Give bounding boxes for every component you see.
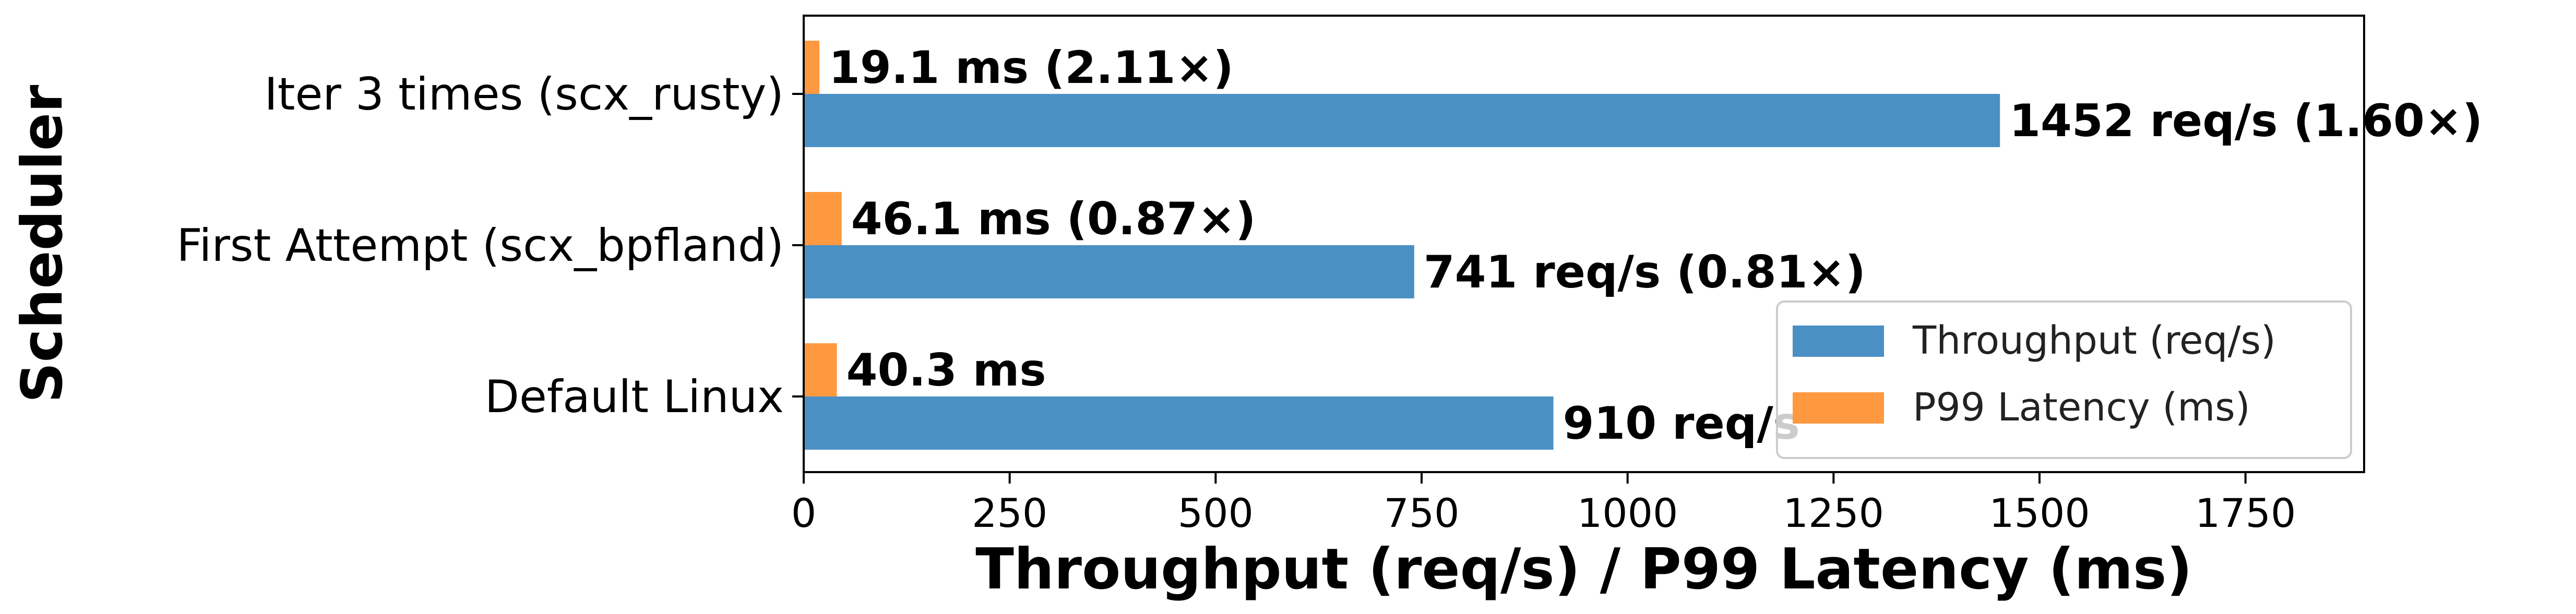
legend-swatch-latency <box>1793 392 1884 424</box>
data-label-latency-first-attempt-scx-bpfland: 46.1 ms (0.87×) <box>851 193 1256 245</box>
data-label-throughput-first-attempt-scx-bpfland: 741 req/s (0.81×) <box>1424 246 1866 298</box>
bar-throughput-default-linux <box>804 396 1554 450</box>
data-label-throughput-iter-3-times-scx-rusty: 1452 req/s (1.60×) <box>2009 95 2483 147</box>
legend-box <box>1776 300 2352 459</box>
plot-area-frame <box>803 15 2365 473</box>
bar-throughput-first-attempt-scx-bpfland <box>804 245 1414 298</box>
data-label-latency-iter-3-times-scx-rusty: 19.1 ms (2.11×) <box>829 42 1234 94</box>
data-label-latency-default-linux: 40.3 ms <box>846 344 1046 396</box>
y-category-label-first-attempt-scx-bpfland: First Attempt (scx_bpfland) <box>176 220 784 272</box>
y-category-label-iter-3-times-scx-rusty: Iter 3 times (scx_rusty) <box>264 68 784 121</box>
x-tick-label-1750: 1750 <box>2195 490 2296 536</box>
legend-label-throughput: Throughput (req/s) <box>1912 318 2276 363</box>
legend-swatch-throughput <box>1793 326 1884 357</box>
x-tick-label-500: 500 <box>1178 490 1254 536</box>
x-tick-label-1250: 1250 <box>1783 490 1884 536</box>
bar-latency-iter-3-times-scx-rusty <box>804 41 820 94</box>
y-axis-title: Scheduler <box>10 85 75 403</box>
bars-group <box>804 41 2000 450</box>
x-tick-label-1500: 1500 <box>1989 490 2090 536</box>
bar-throughput-iter-3-times-scx-rusty <box>804 94 2000 147</box>
x-tick-label-1000: 1000 <box>1577 490 1678 536</box>
x-axis-ticks: 0 250 500 750 1000 1250 1500 1750 <box>791 472 2296 536</box>
data-labels-group: 910 req/s 40.3 ms 741 req/s (0.81×) 46.1 ms… <box>829 42 2483 450</box>
x-tick-label-250: 250 <box>972 490 1047 536</box>
x-tick-label-0: 0 <box>791 490 816 536</box>
y-category-label-default-linux: Default Linux <box>485 371 784 423</box>
data-label-throughput-default-linux: 910 req/s <box>1563 398 1800 450</box>
bar-latency-default-linux <box>804 343 837 396</box>
legend-label-latency: P99 Latency (ms) <box>1913 385 2250 430</box>
x-axis-title: Throughput (req/s) / P99 Latency (ms) <box>975 537 2192 602</box>
x-tick-label-750: 750 <box>1384 490 1459 536</box>
y-axis-categories: Default Linux First Attempt (scx_bpfland)… <box>176 68 804 423</box>
bar-latency-first-attempt-scx-bpfland <box>804 192 842 245</box>
legend: Throughput (req/s) P99 Latency (ms) <box>1776 300 2352 459</box>
